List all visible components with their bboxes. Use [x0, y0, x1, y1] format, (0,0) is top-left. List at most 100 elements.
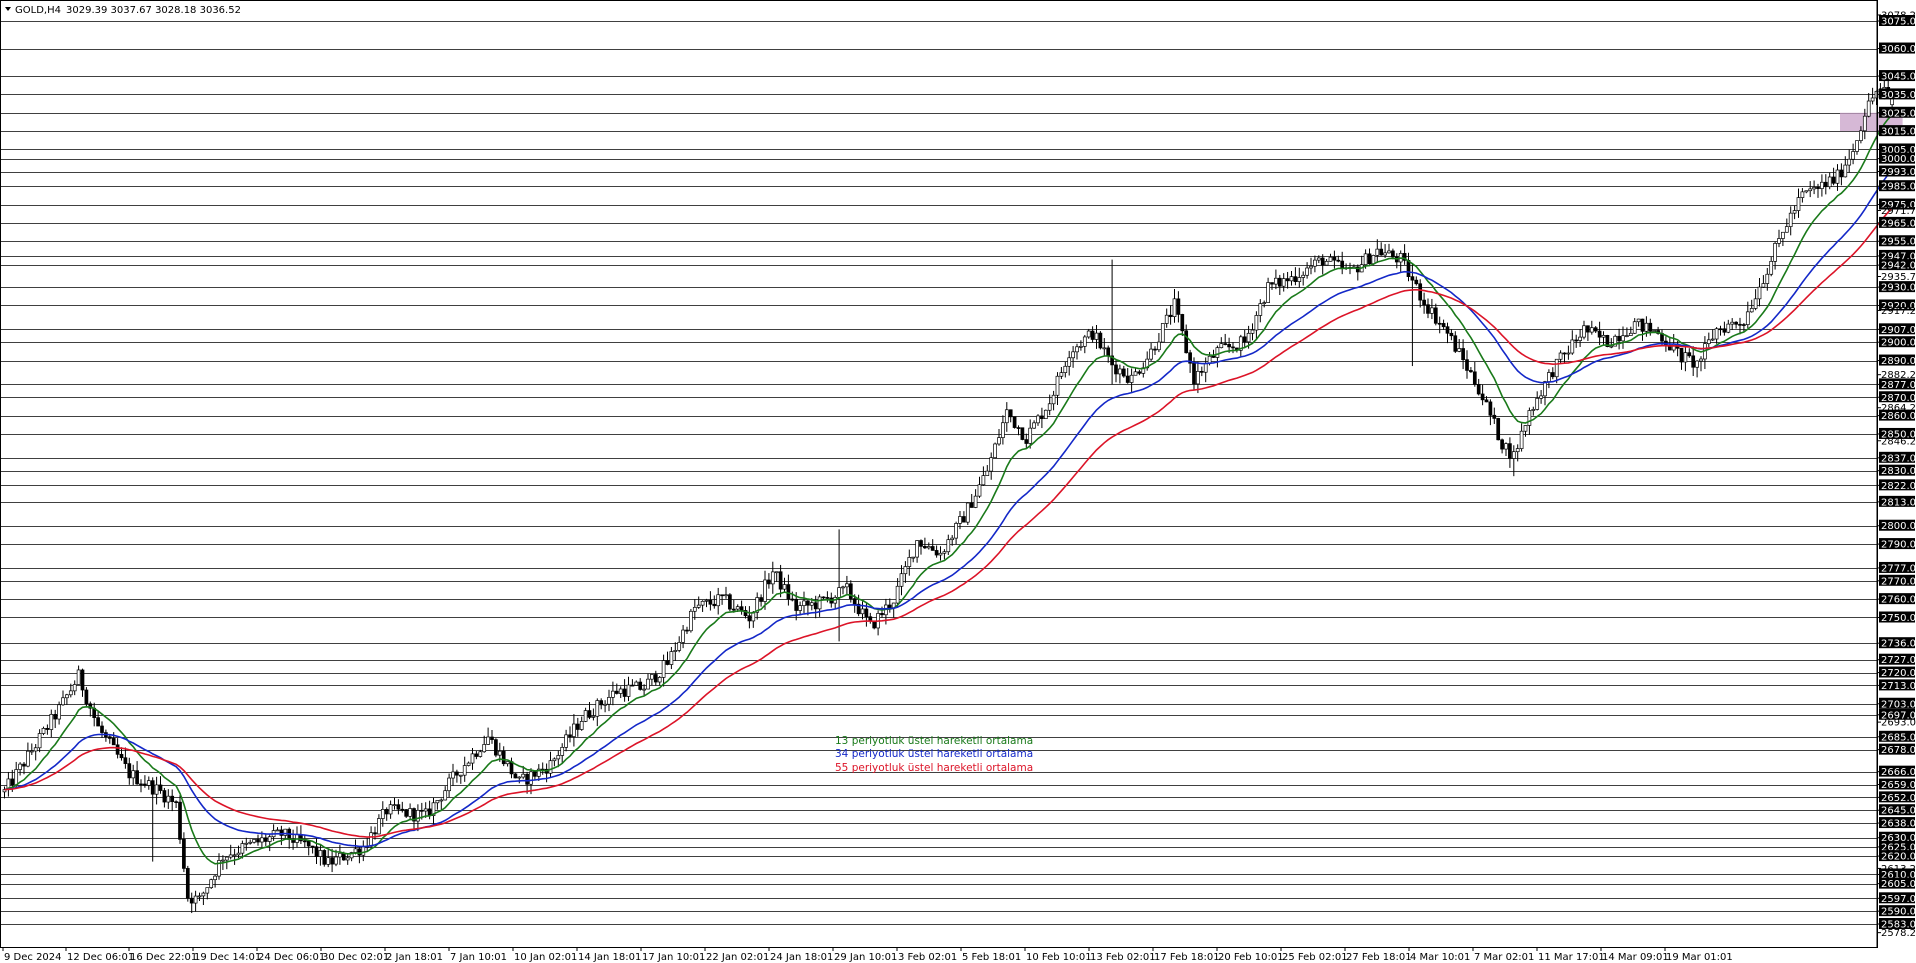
candle	[907, 549, 912, 576]
svg-text:2837.00: 2837.00	[1881, 453, 1916, 464]
candle	[1367, 248, 1372, 265]
candle	[322, 849, 327, 867]
candle	[903, 561, 908, 583]
candle	[1402, 244, 1407, 265]
candle	[490, 730, 494, 744]
svg-text:2822.00: 2822.00	[1881, 481, 1916, 492]
time-tick: 29 Jan 10:01	[832, 947, 897, 963]
price-tick: 3035.00	[1877, 88, 1916, 101]
price-tick: 2870.00	[1877, 391, 1916, 404]
candle	[962, 511, 966, 523]
svg-text:2605.00: 2605.00	[1881, 879, 1916, 890]
candle	[310, 845, 315, 854]
candle	[1679, 347, 1684, 370]
candle	[396, 799, 401, 815]
candle	[88, 701, 93, 717]
collapse-arrow-icon[interactable]	[5, 7, 11, 11]
candle	[513, 773, 518, 779]
svg-text:2864.29: 2864.29	[1881, 403, 1916, 414]
candle	[926, 542, 931, 550]
price-tick: 2720.00	[1877, 666, 1916, 679]
candle	[614, 683, 619, 695]
candle	[1441, 319, 1446, 330]
svg-text:2625.00: 2625.00	[1881, 842, 1916, 853]
svg-text:2645.00: 2645.00	[1881, 806, 1916, 817]
candle	[583, 707, 588, 723]
svg-text:2935.79: 2935.79	[1881, 272, 1916, 283]
candle	[1636, 318, 1641, 327]
candle	[1168, 304, 1173, 325]
candle	[279, 825, 284, 846]
candle	[700, 600, 705, 612]
price-tick: 3025.00	[1877, 106, 1916, 119]
candle	[638, 678, 643, 691]
candle	[1601, 331, 1606, 346]
candle	[630, 679, 635, 687]
candle	[1199, 366, 1204, 377]
candle	[685, 626, 689, 634]
candle	[1118, 364, 1122, 384]
candle	[1211, 349, 1216, 358]
candle	[1734, 321, 1738, 329]
candle	[1586, 325, 1590, 342]
price-tick: 2630.00	[1877, 831, 1916, 844]
svg-text:24 Jan 18:01: 24 Jan 18:01	[770, 952, 833, 963]
candle	[763, 570, 767, 610]
candle	[1609, 338, 1614, 349]
price-tick: 2813.00	[1877, 495, 1916, 508]
candle	[923, 537, 927, 549]
candle	[1079, 340, 1083, 351]
candle	[1355, 264, 1360, 281]
candlestick-series	[2, 78, 1894, 914]
price-tick: 3015.00	[1877, 125, 1916, 138]
candle	[1293, 267, 1298, 286]
candle	[80, 668, 85, 697]
svg-text:22 Jan 02:01: 22 Jan 02:01	[706, 952, 769, 963]
candle	[720, 594, 724, 605]
candle	[755, 592, 760, 620]
svg-text:2620.00: 2620.00	[1881, 852, 1916, 863]
candle	[767, 573, 771, 589]
svg-text:2907.00: 2907.00	[1881, 325, 1916, 336]
candle	[1496, 417, 1501, 441]
ohlc-readout: 3029.39 3037.67 3028.18 3036.52	[66, 5, 241, 16]
svg-text:2760.00: 2760.00	[1881, 595, 1916, 606]
candle	[587, 702, 592, 720]
candle	[798, 601, 802, 615]
svg-text:2630.00: 2630.00	[1881, 833, 1916, 844]
candle	[552, 757, 557, 767]
price-tick: 2993.00	[1877, 165, 1916, 178]
candle	[1835, 164, 1840, 191]
candle	[1699, 356, 1703, 372]
candle	[127, 757, 132, 785]
price-tick: 3075.00	[1877, 15, 1916, 28]
candle	[969, 493, 974, 508]
candle	[302, 834, 307, 848]
candle	[1043, 409, 1048, 420]
svg-text:7 Mar 02:01: 7 Mar 02:01	[1474, 952, 1534, 963]
candle	[1375, 239, 1380, 263]
candle	[1433, 303, 1438, 326]
time-tick: 27 Feb 18:01	[1344, 947, 1412, 963]
price-tick: 2860.00	[1877, 409, 1916, 422]
candle	[1176, 291, 1181, 323]
candle	[228, 844, 233, 860]
candle	[1745, 301, 1750, 329]
candle	[201, 891, 206, 906]
candle	[213, 874, 217, 888]
candle	[1051, 390, 1056, 411]
price-tick: 2850.00	[1877, 427, 1916, 440]
candle	[1157, 333, 1161, 353]
candle	[1855, 140, 1859, 155]
candle	[778, 564, 783, 598]
svg-text:3015.00: 3015.00	[1881, 127, 1916, 138]
candle	[1453, 331, 1458, 354]
svg-text:2830.00: 2830.00	[1881, 466, 1916, 477]
candle	[111, 732, 116, 746]
candle	[1847, 149, 1852, 173]
candle	[33, 743, 38, 761]
candle	[1508, 437, 1512, 468]
price-tick: 2985.00	[1877, 180, 1916, 193]
candle	[579, 716, 584, 731]
